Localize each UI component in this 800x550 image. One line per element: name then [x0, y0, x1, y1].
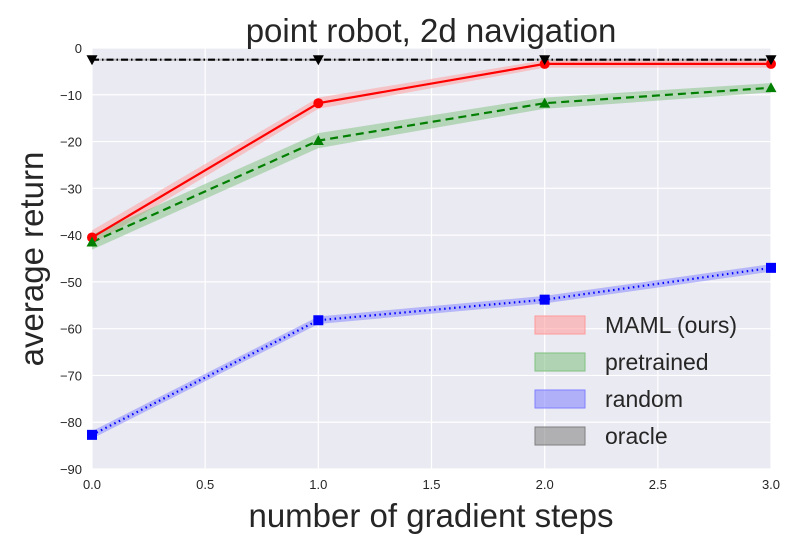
legend: MAML (ours) pretrained random oracle	[534, 312, 737, 449]
y-tick-label: −10	[60, 88, 82, 103]
legend-swatch-pretrained	[534, 352, 586, 372]
marker-pretrained	[765, 82, 777, 93]
legend-label-oracle: oracle	[605, 423, 668, 449]
marker-random	[766, 262, 776, 273]
y-tick-label: −80	[60, 415, 82, 430]
x-tick-label: 2.5	[649, 477, 667, 492]
y-tick-label: −20	[60, 135, 82, 150]
legend-label-random: random	[605, 386, 683, 412]
y-tick-label: −70	[60, 368, 82, 383]
y-tick-label: −30	[60, 181, 82, 196]
y-tick-labels: 0 −10 −20 −30 −40 −50 −60 −70 −80 −90	[60, 41, 82, 477]
marker-oracle	[312, 55, 324, 66]
marker-pretrained	[86, 236, 98, 247]
marker-maml	[313, 98, 324, 109]
series-lines	[91, 58, 772, 436]
line-maml	[91, 62, 771, 239]
line-pretrained	[91, 86, 772, 244]
marker-oracle	[765, 55, 777, 66]
y-tick-label: −50	[60, 275, 82, 290]
legend-swatch-maml	[534, 315, 586, 335]
marker-pretrained	[312, 135, 324, 146]
marker-random	[539, 294, 550, 305]
x-axis-label: number of gradient steps	[248, 497, 613, 534]
line-random	[91, 266, 772, 436]
x-tick-label: 0.5	[196, 477, 214, 492]
x-tick-label: 0.0	[83, 477, 101, 492]
marker-oracle	[86, 55, 98, 66]
grid	[91, 47, 772, 470]
marker-random	[87, 429, 97, 440]
x-tick-labels: 0.0 0.5 1.0 1.5 2.0 2.5 3.0	[83, 477, 780, 492]
x-tick-label: 1.0	[309, 477, 327, 492]
legend-swatch-random	[534, 389, 586, 409]
marker-random	[313, 315, 324, 326]
band-pretrained	[92, 83, 771, 250]
marker-oracle	[539, 55, 551, 66]
y-tick-label: −40	[60, 228, 82, 243]
y-tick-label: 0	[75, 41, 82, 56]
x-tick-label: 2.0	[536, 477, 554, 492]
legend-label-pretrained: pretrained	[605, 349, 709, 375]
y-axis-label: average return	[13, 152, 50, 367]
legend-swatch-oracle	[534, 426, 586, 446]
x-tick-label: 3.0	[762, 477, 780, 492]
y-tick-label: −90	[60, 462, 82, 477]
x-tick-label: 1.5	[422, 477, 440, 492]
legend-label-maml: MAML (ours)	[605, 312, 737, 338]
series-markers	[86, 55, 777, 440]
band-maml	[92, 60, 771, 245]
chart-title: point robot, 2d navigation	[246, 12, 617, 49]
y-tick-label: −60	[60, 322, 82, 337]
marker-pretrained	[539, 97, 551, 108]
